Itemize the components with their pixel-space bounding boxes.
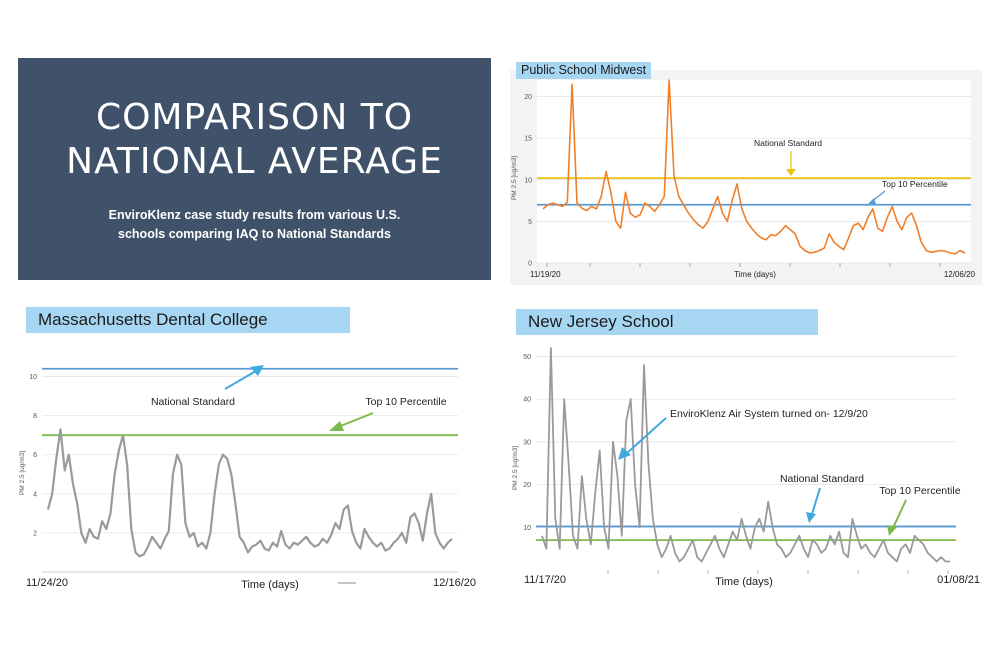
- chart-panel-new-jersey: New Jersey School 10 20 30 40 50 PM 2.5 [ug/…: [508, 309, 982, 599]
- x-end-label: 01/08/21: [937, 574, 980, 586]
- y-axis-label: PM 2.5 [ug/m3]: [511, 156, 518, 200]
- y-tick-label: 10: [523, 525, 531, 532]
- x-end-label: 12/06/20: [944, 270, 976, 279]
- chart-title-new-jersey: New Jersey School: [516, 309, 818, 335]
- y-axis-label: PM 2.5 [ug/m3]: [19, 451, 26, 495]
- y-tick-label: 10: [29, 374, 37, 381]
- arrow-head-icon: [887, 525, 897, 536]
- y-tick-label: 20: [523, 482, 531, 489]
- hero-title: COMPARISON TO NATIONAL AVERAGE: [18, 96, 491, 184]
- hero-subtitle-line-2: schools comparing IAQ to National Standa…: [118, 227, 391, 241]
- y-tick-label: 50: [523, 354, 531, 361]
- y-tick-label: 2: [33, 530, 37, 537]
- x-axis-ticks: [607, 570, 949, 574]
- y-tick-label: 0: [528, 261, 532, 268]
- series-line: [541, 347, 950, 563]
- annotation-arrow: [811, 487, 821, 515]
- series-line: [542, 79, 966, 255]
- chart-panel-midwest: Public School Midwest 0 5 10 15 20 PM 2.5 [u…: [510, 60, 982, 285]
- annotation-air-system: EnviroKlenz Air System turned on- 12/9/2…: [670, 408, 868, 420]
- annotation-top-10: Top 10 Percentile: [882, 179, 948, 189]
- y-tick-label: 5: [528, 219, 532, 226]
- y-tick-label: 20: [524, 94, 532, 101]
- hero-subtitle-line-1: EnviroKlenz case study results from vari…: [108, 208, 401, 222]
- arrow-head-icon: [806, 512, 816, 523]
- y-tick-label: 30: [523, 439, 531, 446]
- hero-title-line-1: COMPARISON TO: [95, 97, 414, 138]
- x-start-label: 11/17/20: [524, 574, 566, 586]
- arrow-head-icon: [786, 169, 796, 176]
- annotation-national-standard: National Standard: [754, 138, 822, 148]
- x-start-label: 11/19/20: [530, 270, 561, 279]
- annotation-arrow: [625, 417, 667, 455]
- annotation-national-standard: National Standard: [780, 473, 864, 485]
- arrow-head-icon: [866, 198, 876, 206]
- x-axis-ticks: [546, 263, 941, 267]
- y-tick-label: 40: [523, 397, 531, 404]
- arrow-head-icon: [250, 365, 264, 376]
- x-axis-label: Time (days): [715, 576, 773, 588]
- annotation-national-standard: National Standard: [151, 396, 235, 408]
- annotation-arrow: [892, 499, 907, 529]
- plot-area: [537, 80, 971, 263]
- chart-new-jersey: 10 20 30 40 50 PM 2.5 [ug/m3] 11/17/20 01/08…: [512, 347, 980, 588]
- arrow-head-icon: [329, 421, 344, 431]
- chart-title-midwest: Public School Midwest: [516, 62, 652, 79]
- hero-banner: COMPARISON TO NATIONAL AVERAGE EnviroKle…: [18, 58, 491, 280]
- annotation-top-10: Top 10 Percentile: [879, 485, 960, 497]
- chart-midwest: 0 5 10 15 20 PM 2.5 [ug/m3] 11/19/20 12/06/2…: [510, 70, 982, 285]
- chart-panel-massachusetts: Massachusetts Dental College 2 4 6 8 10 PM 2…: [18, 307, 488, 597]
- x-end-label: 12/16/20: [433, 577, 476, 589]
- y-tick-label: 10: [524, 177, 532, 184]
- annotation-arrow: [337, 412, 374, 428]
- y-tick-label: 4: [33, 491, 37, 498]
- chart-title-massachusetts: Massachusetts Dental College: [26, 307, 350, 333]
- x-axis-label: Time (days): [734, 270, 776, 279]
- annotation-top-10: Top 10 Percentile: [365, 396, 446, 408]
- arrow-head-icon: [618, 447, 631, 460]
- y-tick-label: 8: [33, 413, 37, 420]
- hero-title-line-2: NATIONAL AVERAGE: [66, 141, 443, 182]
- x-start-label: 11/24/20: [26, 577, 68, 589]
- y-tick-label: 6: [33, 452, 37, 459]
- y-tick-label: 15: [524, 136, 532, 143]
- y-axis-label: PM 2.5 [ug/m3]: [512, 446, 519, 490]
- hero-subtitle: EnviroKlenz case study results from vari…: [48, 206, 461, 244]
- series-line: [46, 428, 453, 558]
- annotation-arrow: [224, 370, 257, 390]
- x-axis-label: Time (days): [241, 579, 299, 591]
